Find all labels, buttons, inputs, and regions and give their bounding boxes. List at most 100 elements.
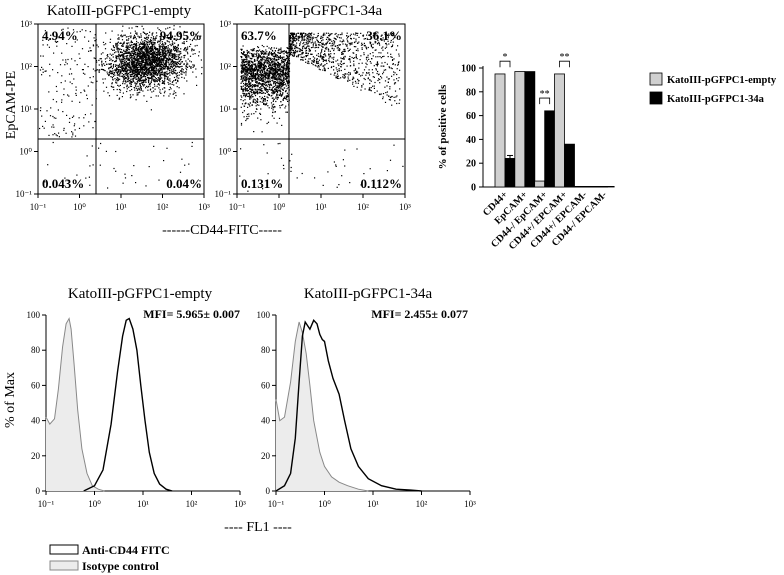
flow1-event-dot bbox=[253, 58, 256, 61]
flow1-event-dot bbox=[285, 50, 287, 53]
flow0-event-dot bbox=[140, 80, 142, 82]
flow0-event-dot bbox=[127, 45, 129, 47]
flow1-event-dot bbox=[271, 79, 273, 82]
flow1-event-dot bbox=[265, 52, 267, 55]
flow1-event-dot bbox=[340, 37, 342, 39]
flow1-event-dot bbox=[322, 43, 324, 46]
flow0-event-dot bbox=[100, 142, 102, 145]
flow0-event-dot bbox=[139, 57, 142, 59]
flow0-event-dot bbox=[169, 83, 171, 85]
flow1-event-dot bbox=[241, 69, 243, 71]
flow1-event-dot bbox=[273, 63, 275, 65]
flow0-event-dot bbox=[129, 52, 131, 54]
flow1-event-dot bbox=[353, 77, 355, 79]
flow0-event-dot bbox=[151, 60, 153, 62]
flow0-event-dot bbox=[158, 71, 160, 73]
flow0-event-dot bbox=[123, 80, 125, 82]
flow1-event-dot bbox=[391, 35, 394, 37]
flow0-event-dot bbox=[127, 78, 129, 80]
flow0-event-dot bbox=[182, 69, 184, 71]
flow0-event-dot bbox=[169, 86, 171, 88]
flow1-event-dot bbox=[316, 61, 318, 63]
flow0-event-dot bbox=[71, 116, 74, 118]
flow0-event-dot bbox=[150, 50, 152, 52]
flow1-event-dot bbox=[259, 67, 261, 69]
flow1-event-dot bbox=[251, 74, 253, 76]
flow0-event-dot bbox=[119, 48, 121, 50]
flow1-event-dot bbox=[382, 71, 385, 73]
flow0-event-dot bbox=[174, 50, 176, 52]
flow0-event-dot bbox=[155, 71, 157, 73]
flow1-event-dot bbox=[275, 100, 277, 103]
flow0-event-dot bbox=[116, 94, 118, 96]
flow0-event-dot bbox=[147, 74, 149, 77]
flow1-event-dot bbox=[323, 67, 325, 69]
flow1-event-dot bbox=[246, 52, 248, 54]
flow1-event-dot bbox=[282, 93, 284, 95]
flow1-event-dot bbox=[244, 92, 246, 95]
flow1-event-dot bbox=[289, 38, 291, 40]
flow0-event-dot bbox=[173, 53, 175, 55]
flow1-event-dot bbox=[331, 33, 333, 35]
flow0-event-dot bbox=[175, 79, 177, 81]
flow0-event-dot bbox=[157, 58, 159, 60]
flow0-event-dot bbox=[147, 49, 149, 51]
flow0-event-dot bbox=[175, 75, 178, 77]
flow1-event-dot bbox=[290, 47, 292, 49]
flow1-event-dot bbox=[273, 76, 276, 78]
flow0-event-dot bbox=[150, 61, 152, 63]
flow0-event-dot bbox=[132, 94, 134, 96]
flow0-event-dot bbox=[115, 64, 117, 66]
flow0-event-dot bbox=[84, 36, 86, 38]
flow1-event-dot bbox=[282, 81, 284, 83]
flow0-event-dot bbox=[123, 49, 125, 51]
flow0-event-dot bbox=[179, 171, 182, 173]
flow1-event-dot bbox=[396, 95, 398, 97]
flow0-event-dot bbox=[135, 67, 137, 69]
flow1-event-dot bbox=[333, 74, 335, 76]
flow0-event-dot bbox=[134, 82, 136, 84]
flow1-event-dot bbox=[356, 86, 358, 88]
flow0-event-dot bbox=[133, 86, 135, 89]
flow0-event-dot bbox=[76, 31, 78, 33]
flow0-event-dot bbox=[156, 80, 158, 83]
flow1-event-dot bbox=[253, 70, 255, 72]
flow1-event-dot bbox=[394, 72, 396, 74]
flow1-event-dot bbox=[262, 66, 264, 68]
flow1-event-dot bbox=[289, 53, 291, 55]
flow0-event-dot bbox=[131, 41, 133, 43]
flow1-event-dot bbox=[245, 102, 247, 104]
flow1-event-dot bbox=[304, 39, 306, 41]
flow1-event-dot bbox=[302, 57, 304, 59]
flow1-event-dot bbox=[390, 41, 392, 43]
flow1-event-dot bbox=[249, 60, 251, 62]
flow1-event-dot bbox=[281, 71, 283, 73]
flow0-event-dot bbox=[157, 57, 159, 59]
flow1-event-dot bbox=[276, 72, 278, 74]
flow0-event-dot bbox=[135, 58, 137, 60]
flow0-event-dot bbox=[71, 58, 73, 60]
flow1-event-dot bbox=[254, 102, 256, 104]
flow0-event-dot bbox=[146, 67, 148, 69]
flow1-event-dot bbox=[331, 61, 333, 63]
flow0-event-dot bbox=[159, 64, 161, 66]
flow1-event-dot bbox=[328, 56, 330, 58]
flow0-event-dot bbox=[139, 61, 141, 63]
flow1-event-dot bbox=[244, 69, 246, 71]
flow0-event-dot bbox=[173, 92, 175, 94]
flow0-event-dot bbox=[144, 72, 146, 74]
flow0-event-dot bbox=[140, 74, 142, 76]
flow1-event-dot bbox=[257, 92, 259, 94]
flow1-event-dot bbox=[243, 61, 246, 64]
flow0-event-dot bbox=[125, 60, 127, 62]
flow0-event-dot bbox=[67, 58, 69, 61]
flow1-event-dot bbox=[285, 95, 287, 97]
flow1-event-dot bbox=[244, 61, 246, 63]
flow1-event-dot bbox=[322, 34, 324, 36]
flow1-event-dot bbox=[245, 78, 247, 80]
flow0-event-dot bbox=[169, 26, 171, 29]
flow0-event-dot bbox=[105, 61, 107, 63]
flow0-event-dot bbox=[166, 61, 168, 63]
flow1-event-dot bbox=[279, 74, 281, 76]
flow1-event-dot bbox=[329, 33, 331, 35]
